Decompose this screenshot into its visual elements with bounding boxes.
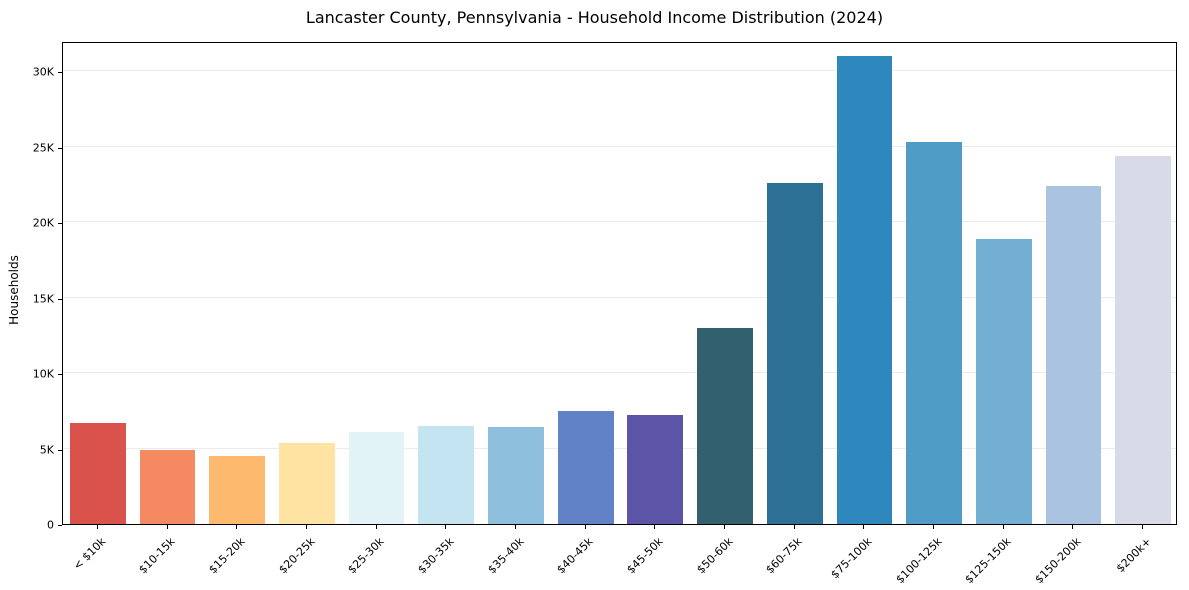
x-tick-label: $75-100k xyxy=(828,535,875,582)
x-tick-label: $15-20k xyxy=(206,535,248,577)
x-tick-mark xyxy=(793,525,795,529)
y-tick-mark xyxy=(58,147,62,149)
y-tick-label: 0 xyxy=(47,518,54,532)
bar-15-20k xyxy=(209,456,266,524)
gridline xyxy=(63,447,1176,449)
y-tick-mark xyxy=(58,298,62,300)
bar-150-200k xyxy=(1045,185,1102,524)
x-tick-mark xyxy=(305,525,307,529)
x-tick-label: $60-75k xyxy=(763,535,805,577)
bar-10k xyxy=(69,422,126,524)
gridline xyxy=(63,70,1176,72)
gridline xyxy=(63,145,1176,147)
x-tick-label: $20-25k xyxy=(275,535,318,577)
x-tick-label: $150-200k xyxy=(1032,535,1084,587)
y-tick-mark xyxy=(58,525,62,526)
x-tick-mark xyxy=(236,525,238,529)
y-tick-mark xyxy=(58,449,62,451)
y-tick-label: 30K xyxy=(32,65,54,79)
x-tick-mark xyxy=(166,525,168,529)
plot-area xyxy=(62,42,1177,525)
x-tick-mark xyxy=(514,525,516,529)
gridline xyxy=(63,296,1176,298)
x-tick-label: $45-50k xyxy=(624,535,666,577)
bar-200k xyxy=(1115,155,1172,524)
y-tick-label: 15K xyxy=(32,292,54,306)
x-tick-label: $35-40k xyxy=(484,535,527,577)
y-tick-label: 5K xyxy=(39,443,54,457)
bar-75-100k xyxy=(836,56,893,524)
x-tick-label: $30-35k xyxy=(415,535,457,577)
y-axis-label: Households xyxy=(7,255,21,325)
x-tick-mark xyxy=(654,525,656,529)
bar-25-30k xyxy=(348,431,405,524)
bar-35-40k xyxy=(488,427,544,524)
x-tick-mark xyxy=(375,525,377,529)
y-tick-label: 10K xyxy=(32,367,54,381)
bar-20-25k xyxy=(279,442,335,524)
x-tick-mark xyxy=(863,525,865,529)
bar-60-75k xyxy=(766,182,823,524)
y-tick-mark xyxy=(58,374,62,376)
x-tick-mark xyxy=(584,525,586,529)
x-tick-label: < $10k xyxy=(70,535,109,573)
y-tick-label: 20K xyxy=(32,216,54,230)
x-tick-label: $125-150k xyxy=(962,535,1014,587)
bar-45-50k xyxy=(627,415,684,524)
y-tick-label: 25K xyxy=(32,141,54,155)
y-tick-mark xyxy=(58,223,62,225)
bar-100-125k xyxy=(906,142,962,524)
gridline xyxy=(63,221,1176,223)
x-tick-label: $10-15k xyxy=(136,535,178,577)
x-tick-label: $50-60k xyxy=(693,535,736,577)
chart-title: Lancaster County, Pennsylvania - Househo… xyxy=(305,8,884,27)
x-tick-mark xyxy=(445,525,447,529)
bar-40-45k xyxy=(557,410,614,524)
x-tick-label: $200k+ xyxy=(1113,535,1154,576)
x-tick-mark xyxy=(933,525,935,529)
bar-30-35k xyxy=(418,425,475,524)
y-tick-mark xyxy=(58,72,62,74)
bar-10-15k xyxy=(139,450,196,524)
x-tick-mark xyxy=(96,525,98,529)
x-tick-label: $40-45k xyxy=(554,535,596,577)
x-tick-mark xyxy=(1002,525,1004,529)
x-tick-label: $25-30k xyxy=(345,535,387,577)
bar-50-60k xyxy=(697,327,753,524)
gridline xyxy=(63,372,1176,374)
x-tick-mark xyxy=(1142,525,1144,529)
x-tick-mark xyxy=(1072,525,1074,529)
x-tick-mark xyxy=(724,525,726,529)
x-tick-label: $100-125k xyxy=(893,535,945,587)
bar-125-150k xyxy=(975,238,1032,524)
